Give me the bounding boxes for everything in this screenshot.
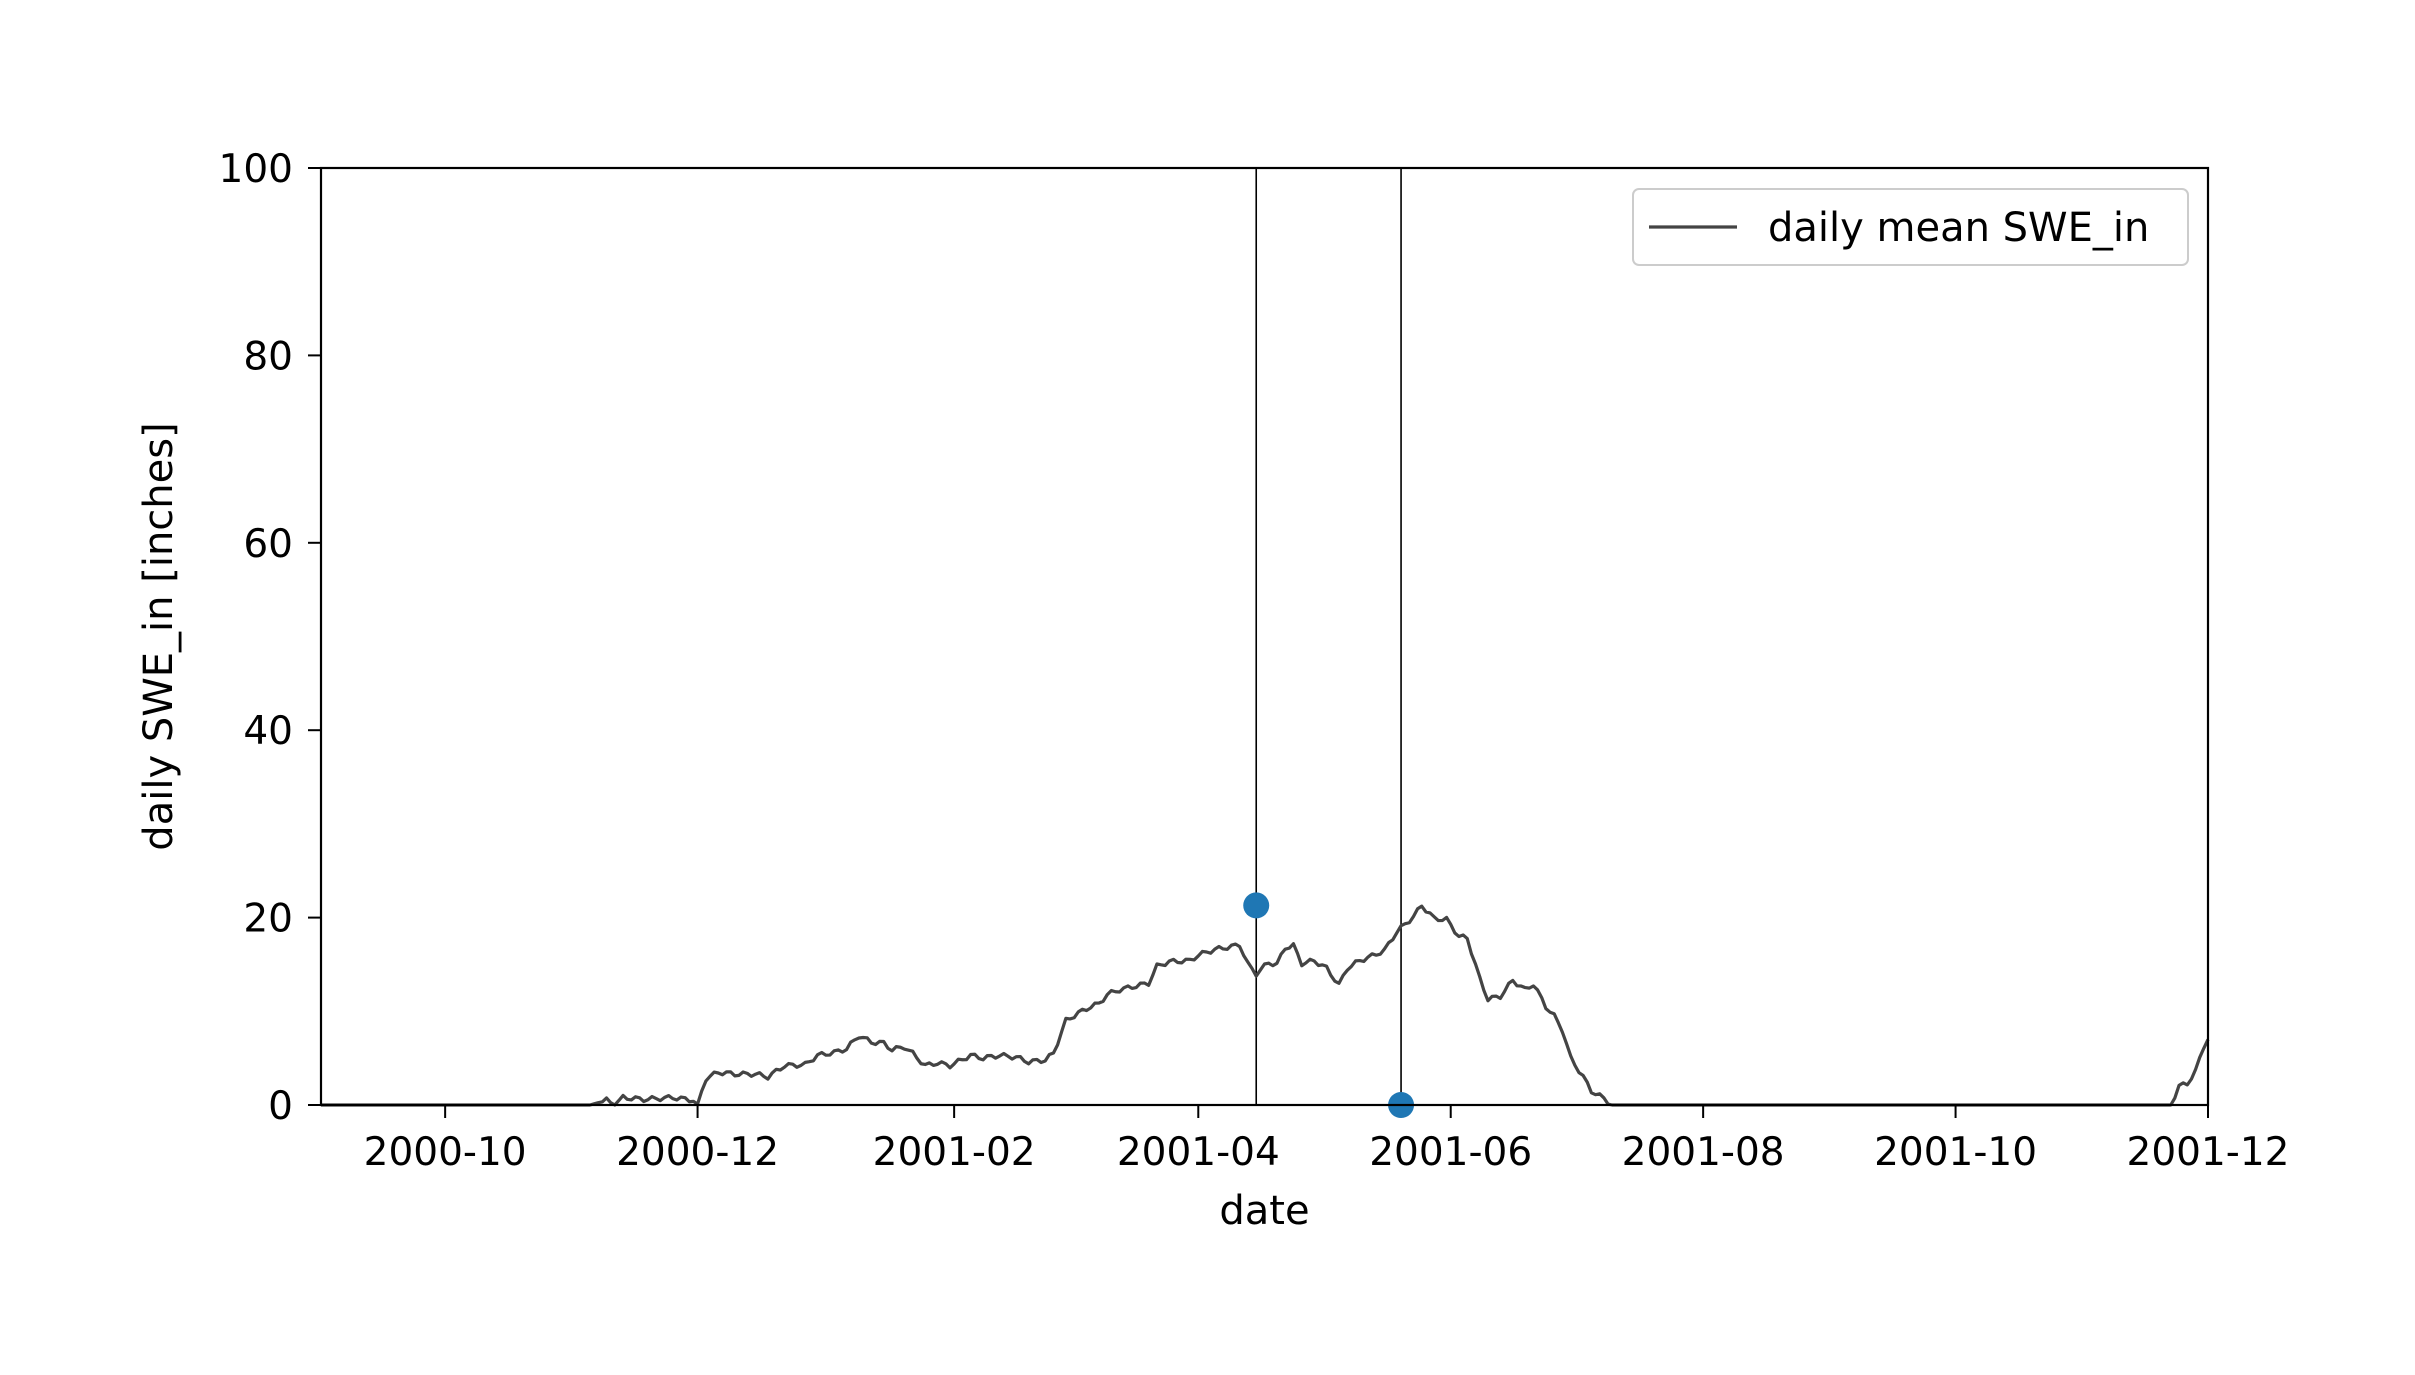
legend-box (1632, 188, 2189, 266)
x-tick-label: 2001-06 (1369, 1130, 1532, 1175)
y-tick-label: 40 (243, 709, 293, 754)
y-tick-label: 80 (243, 334, 293, 379)
series-line-1 (321, 904, 2210, 1107)
x-tick-label: 2001-02 (873, 1130, 1036, 1175)
x-tick-label: 2001-10 (1874, 1130, 2037, 1175)
x-tick-label: 2001-04 (1117, 1130, 1280, 1175)
x-tick-label: 2000-12 (616, 1130, 779, 1175)
y-tick-label: 60 (243, 522, 293, 567)
legend-label: daily mean SWE_in (1768, 205, 2149, 251)
y-tick-label: 20 (243, 897, 293, 942)
y-tick-label: 100 (219, 147, 293, 192)
y-axis-label: daily SWE_in [inches] (136, 422, 182, 850)
x-tick-label: 2000-10 (364, 1130, 527, 1175)
y-tick-label: 0 (268, 1084, 293, 1129)
x-tick-label: 2001-08 (1622, 1130, 1785, 1175)
x-axis-label: date (1219, 1188, 1309, 1234)
x-tick-label: 2001-12 (2127, 1130, 2290, 1175)
axes-frame (319, 166, 2210, 1107)
marker-point-1 (1243, 892, 1270, 919)
